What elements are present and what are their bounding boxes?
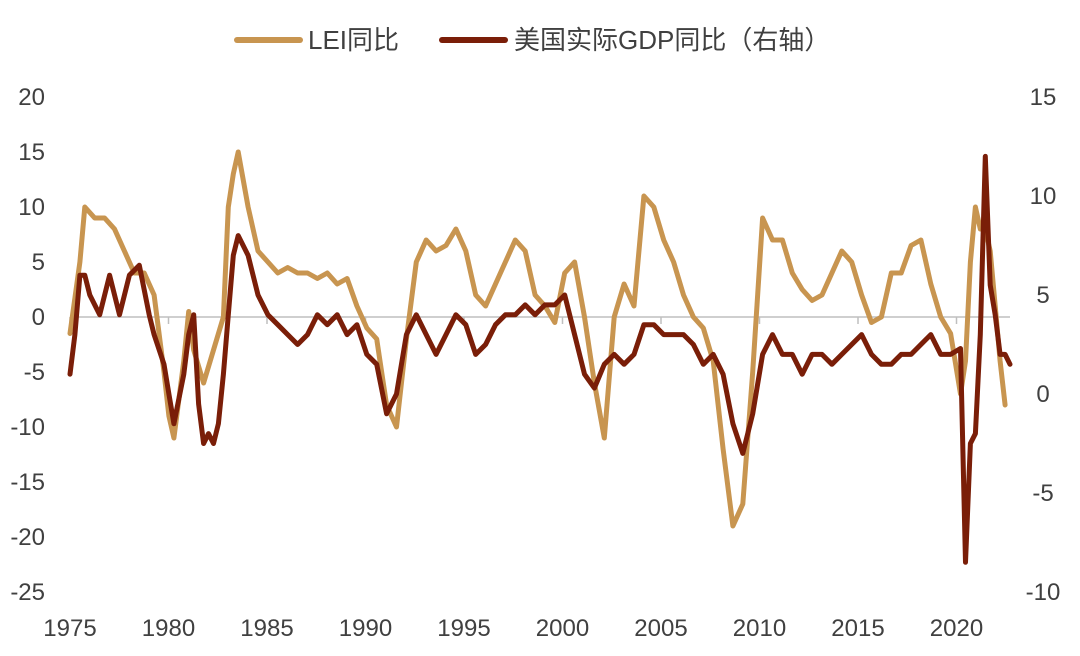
y-left-tick-label: 15 bbox=[18, 139, 45, 166]
series-layer bbox=[67, 149, 1013, 565]
legend-label-lei: LEI同比 bbox=[308, 25, 399, 55]
y-left-tick-label: -20 bbox=[10, 524, 45, 551]
x-tick-label: 2015 bbox=[831, 615, 884, 642]
x-tick-label: 2010 bbox=[733, 615, 786, 642]
y-right-tick-label: 15 bbox=[1030, 84, 1057, 111]
x-tick-label: 2000 bbox=[536, 615, 589, 642]
y-left-tick-label: 20 bbox=[18, 84, 45, 111]
y-left-tick-label: -10 bbox=[10, 414, 45, 441]
y-right-tick-label: -5 bbox=[1032, 480, 1053, 507]
y-right-tick-label: 0 bbox=[1036, 381, 1049, 408]
x-tick-label: 2005 bbox=[634, 615, 687, 642]
y-right-tick-label: 10 bbox=[1030, 183, 1057, 210]
series-line-gdp bbox=[67, 153, 1013, 565]
x-tick-label: 1975 bbox=[43, 615, 96, 642]
y-left-tick-label: 10 bbox=[18, 194, 45, 221]
x-tick-label: 1985 bbox=[240, 615, 293, 642]
legend-label-gdp: 美国实际GDP同比（右轴） bbox=[514, 25, 830, 55]
y-left-tick-label: -15 bbox=[10, 469, 45, 496]
y-left-tick-label: 0 bbox=[32, 304, 45, 331]
legend: LEI同比 美国实际GDP同比（右轴） bbox=[234, 25, 830, 55]
x-tick-label: 2020 bbox=[930, 615, 983, 642]
y-right-tick-label: -10 bbox=[1026, 579, 1061, 606]
y-right-tick-label: 5 bbox=[1036, 282, 1049, 309]
series-line-lei bbox=[67, 149, 1008, 529]
x-tick-label: 1995 bbox=[437, 615, 490, 642]
y-left-tick-label: -5 bbox=[24, 359, 45, 386]
x-tick-label: 1990 bbox=[339, 615, 392, 642]
y-left-tick-label: 5 bbox=[32, 249, 45, 276]
y-left-tick-label: -25 bbox=[10, 579, 45, 606]
x-tick-label: 1980 bbox=[142, 615, 195, 642]
